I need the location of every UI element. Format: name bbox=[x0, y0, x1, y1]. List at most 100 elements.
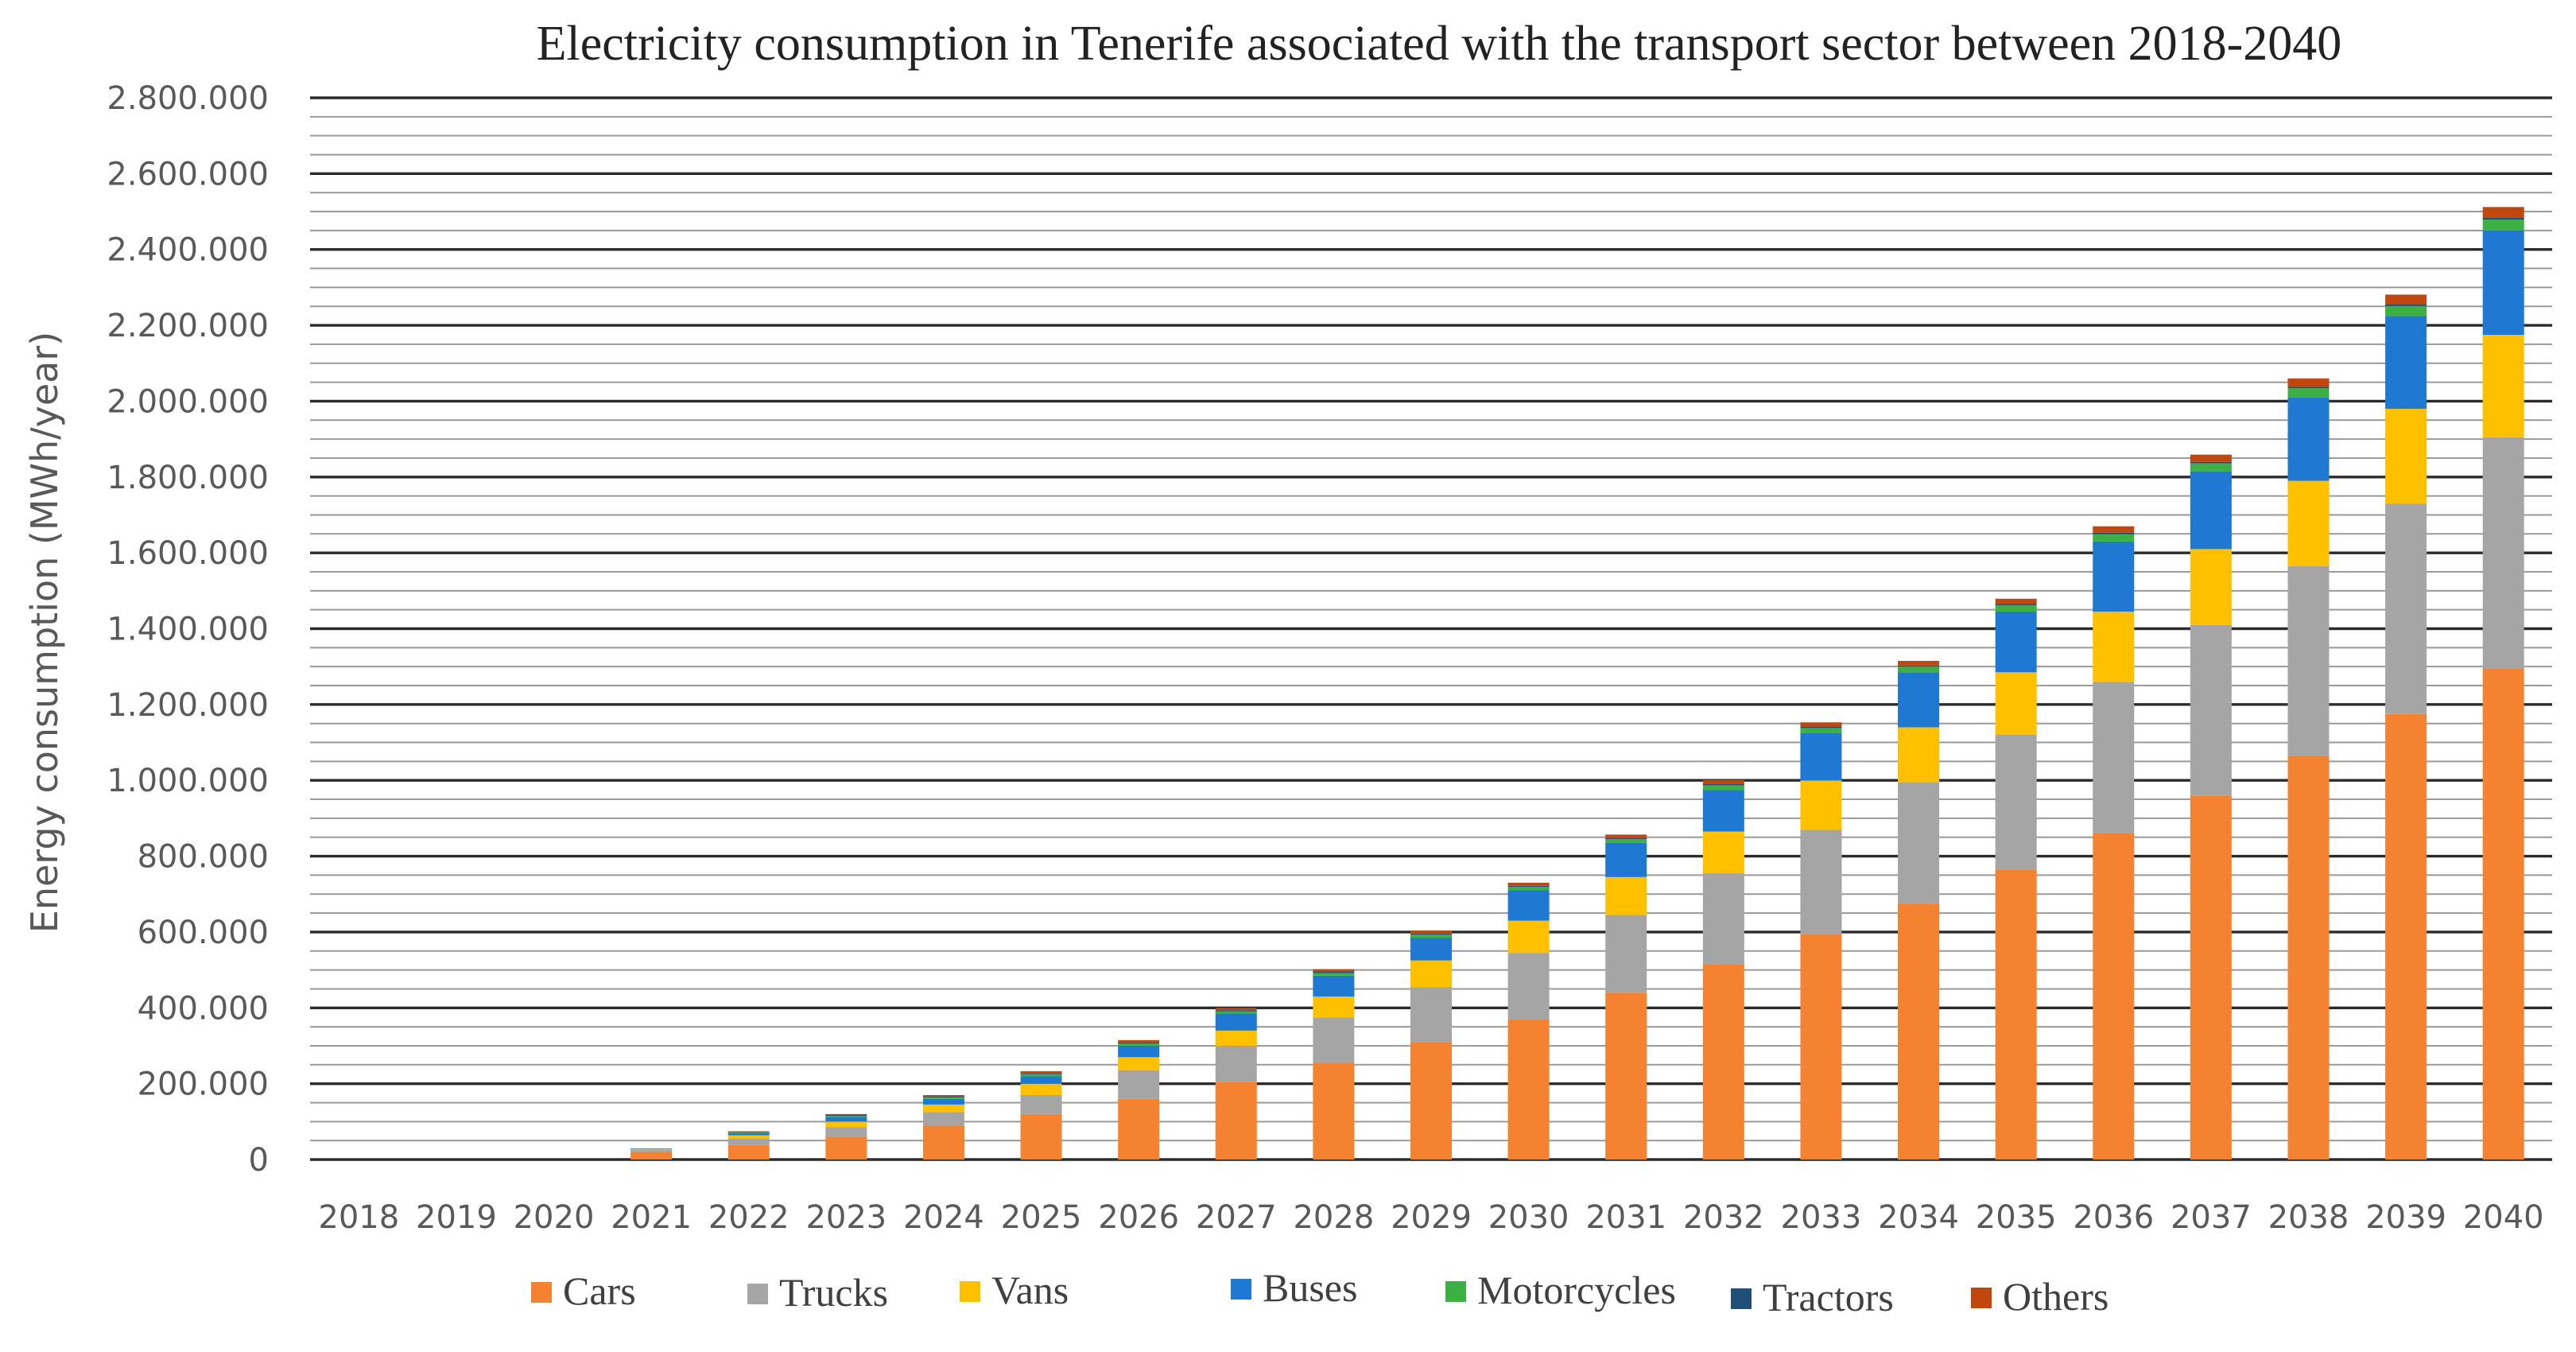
x-tick-label: 2028 bbox=[1293, 1199, 1374, 1236]
bar-tractors-2032 bbox=[1702, 783, 1744, 786]
bar-others-2027 bbox=[1215, 1008, 1257, 1011]
x-tick-label: 2039 bbox=[2365, 1199, 2446, 1236]
x-tick-label: 2031 bbox=[1585, 1199, 1666, 1236]
bar-vans-2026 bbox=[1118, 1057, 1160, 1070]
legend-swatch-vans bbox=[960, 1281, 980, 1302]
legend-label-cars: Cars bbox=[563, 1268, 636, 1313]
bar-others-2032 bbox=[1702, 779, 1744, 784]
bar-cars-2021 bbox=[630, 1152, 673, 1160]
bar-motorcycles-2034 bbox=[1898, 666, 1940, 673]
bar-cars-2026 bbox=[1118, 1098, 1160, 1160]
bar-others-2034 bbox=[1898, 661, 1940, 666]
legend-item-vans: Vans bbox=[960, 1268, 1069, 1312]
bar-trucks-2027 bbox=[1215, 1045, 1257, 1082]
x-tick-label: 2040 bbox=[2463, 1199, 2544, 1236]
x-tick-label: 2032 bbox=[1683, 1199, 1764, 1236]
y-tick-label: 1.400.000 bbox=[107, 612, 269, 648]
bar-trucks-2022 bbox=[727, 1138, 770, 1145]
bar-motorcycles-2029 bbox=[1410, 934, 1452, 938]
bar-trucks-2038 bbox=[2287, 565, 2330, 756]
legend-swatch-motorcycles bbox=[1445, 1281, 1466, 1302]
bar-tractors-2023 bbox=[825, 1114, 867, 1117]
bar-buses-2026 bbox=[1118, 1045, 1160, 1058]
bar-trucks-2033 bbox=[1800, 829, 1842, 934]
bar-motorcycles-2022 bbox=[727, 1132, 770, 1133]
bar-vans-2039 bbox=[2385, 408, 2427, 504]
bar-motorcycles-2035 bbox=[1995, 604, 2037, 612]
bar-motorcycles-2031 bbox=[1605, 839, 1647, 843]
y-tick-label: 400.000 bbox=[138, 990, 269, 1027]
bar-buses-2022 bbox=[727, 1132, 770, 1136]
bar-buses-2032 bbox=[1702, 790, 1744, 832]
bar-others-2031 bbox=[1605, 834, 1647, 838]
x-tick-label: 2020 bbox=[514, 1199, 595, 1236]
x-tick-label: 2029 bbox=[1391, 1199, 1472, 1236]
bar-vans-2032 bbox=[1702, 831, 1744, 874]
y-tick-label: 200.000 bbox=[138, 1066, 269, 1103]
bar-buses-2025 bbox=[1020, 1076, 1062, 1084]
bar-motorcycles-2028 bbox=[1313, 973, 1355, 976]
x-axis-ticks: 2018 2019 2020 2021 2022 2023 2024 2025 2026 2027… bbox=[318, 1199, 2543, 1236]
bar-others-2028 bbox=[1313, 969, 1355, 972]
bar-trucks-2029 bbox=[1410, 987, 1452, 1043]
bar-vans-2022 bbox=[727, 1135, 770, 1139]
bar-tractors-2038 bbox=[2287, 387, 2330, 389]
bar-motorcycles-2032 bbox=[1702, 785, 1744, 791]
bar-vans-2030 bbox=[1507, 920, 1550, 954]
bar-motorcycles-2030 bbox=[1507, 887, 1550, 891]
bar-buses-2031 bbox=[1605, 842, 1647, 877]
y-tick-label: 2.600.000 bbox=[107, 156, 269, 192]
bar-vans-2036 bbox=[2093, 612, 2135, 682]
bar-tractors-2024 bbox=[922, 1096, 964, 1098]
x-tick-label: 2037 bbox=[2171, 1199, 2252, 1236]
y-axis-label: Energy consumption (MWh/year) bbox=[23, 332, 66, 933]
bar-others-2038 bbox=[2287, 378, 2330, 387]
x-tick-label: 2036 bbox=[2073, 1199, 2154, 1236]
bar-cars-2022 bbox=[727, 1144, 770, 1160]
legend-swatch-trucks bbox=[747, 1284, 768, 1304]
bar-buses-2027 bbox=[1215, 1013, 1257, 1031]
x-tick-label: 2018 bbox=[318, 1199, 399, 1236]
bar-others-2036 bbox=[2093, 526, 2135, 533]
bars bbox=[630, 207, 2524, 1160]
bar-tractors-2031 bbox=[1605, 837, 1647, 840]
bar-vans-2029 bbox=[1410, 960, 1452, 988]
bar-cars-2035 bbox=[1995, 869, 2037, 1160]
x-tick-label: 2034 bbox=[1878, 1199, 1959, 1236]
x-tick-label: 2033 bbox=[1781, 1199, 1862, 1236]
bar-others-2037 bbox=[2190, 454, 2232, 462]
bar-cars-2037 bbox=[2190, 795, 2232, 1160]
bar-tractors-2036 bbox=[2093, 532, 2135, 534]
y-axis-ticks: 0 200.000 400.000 600.000 800.000 1.000.000 1.… bbox=[107, 80, 269, 1179]
bar-vans-2034 bbox=[1898, 727, 1940, 783]
x-tick-label: 2025 bbox=[1001, 1199, 1082, 1236]
bar-others-2030 bbox=[1507, 882, 1550, 886]
bar-vans-2040 bbox=[2482, 334, 2524, 437]
bar-buses-2034 bbox=[1898, 672, 1940, 728]
bar-cars-2034 bbox=[1898, 903, 1940, 1160]
bar-buses-2023 bbox=[825, 1117, 867, 1122]
legend-label-vans: Vans bbox=[991, 1268, 1069, 1312]
legend-swatch-tractors bbox=[1731, 1288, 1752, 1309]
legend-label-motorcycles: Motorcycles bbox=[1477, 1268, 1676, 1312]
bar-tractors-2028 bbox=[1313, 971, 1355, 973]
bar-buses-2028 bbox=[1313, 975, 1355, 997]
bar-cars-2027 bbox=[1215, 1082, 1257, 1160]
bar-vans-2038 bbox=[2287, 480, 2330, 566]
bar-trucks-2025 bbox=[1020, 1094, 1062, 1114]
bar-motorcycles-2023 bbox=[825, 1116, 867, 1117]
x-tick-label: 2023 bbox=[805, 1199, 886, 1236]
bar-trucks-2035 bbox=[1995, 735, 2037, 870]
y-tick-label: 2.000.000 bbox=[107, 383, 269, 420]
bar-buses-2040 bbox=[2482, 230, 2524, 335]
bar-cars-2031 bbox=[1605, 993, 1647, 1160]
x-tick-label: 2038 bbox=[2268, 1199, 2349, 1236]
bar-others-2029 bbox=[1410, 930, 1452, 934]
bar-motorcycles-2036 bbox=[2093, 534, 2135, 542]
y-tick-label: 800.000 bbox=[138, 839, 269, 876]
x-tick-label: 2035 bbox=[1976, 1199, 2057, 1236]
legend: Cars Trucks Vans Buses Motorcycles Tractors Ot… bbox=[531, 1265, 2109, 1319]
bar-others-2023 bbox=[825, 1113, 867, 1115]
bar-vans-2028 bbox=[1313, 996, 1355, 1018]
x-tick-label: 2021 bbox=[611, 1199, 692, 1236]
